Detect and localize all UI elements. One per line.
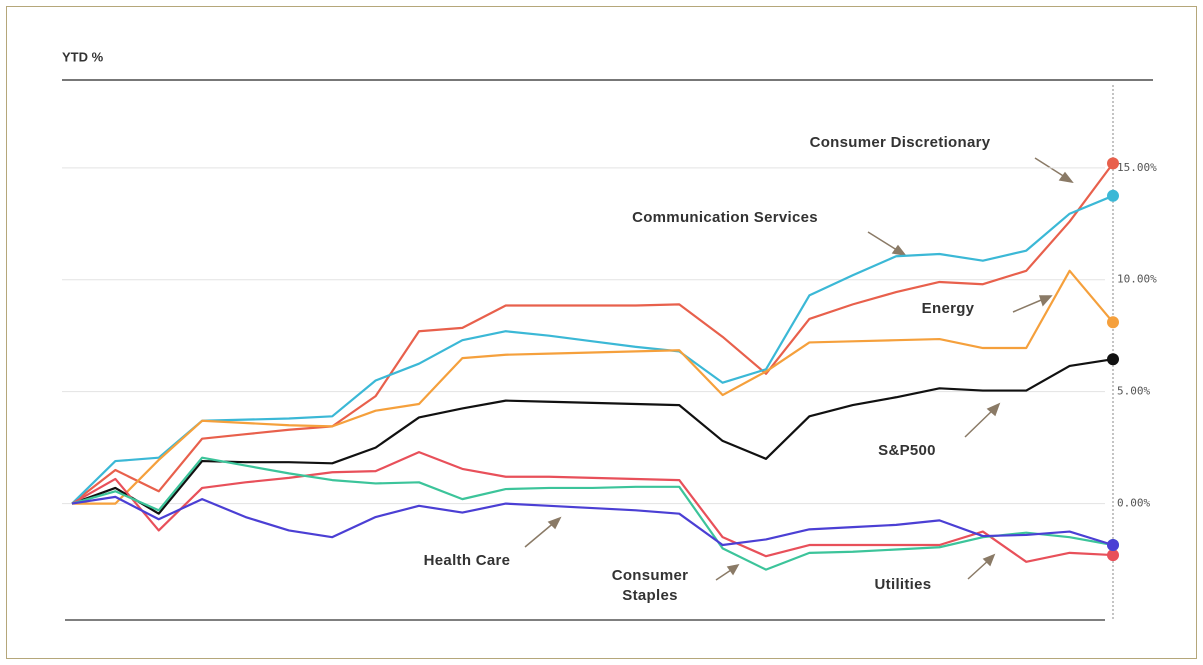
annotation: Consumer Staples (611, 567, 689, 604)
annotation: S&P500 (878, 442, 936, 459)
annotation: Consumer Discretionary (809, 134, 991, 151)
end-marker (1107, 157, 1119, 170)
annotation: Health Care (423, 552, 511, 569)
y-tick-label: 5.00% (1117, 385, 1150, 398)
annotation: Communication Services (632, 209, 818, 226)
annotation: Utilities (874, 576, 932, 593)
end-marker (1107, 539, 1119, 552)
end-marker (1107, 189, 1119, 202)
series-line (71, 495, 1114, 547)
end-marker (1107, 316, 1119, 329)
series-line (71, 194, 1114, 505)
annotation: Energy (921, 300, 975, 317)
end-marker (1107, 549, 1119, 562)
chart-title: YTD % (62, 49, 104, 64)
series-line (71, 456, 1114, 571)
end-marker (1107, 353, 1119, 366)
series-line (72, 269, 1114, 505)
series-line (71, 358, 1114, 515)
y-tick-label: 15.00% (1117, 161, 1157, 174)
arrows (524, 157, 1074, 581)
frame (6, 6, 1197, 659)
y-tick-label: 10.00% (1117, 273, 1157, 286)
y-tick-label: 0.00% (1117, 497, 1150, 510)
series-line (71, 451, 1114, 563)
series-line (71, 162, 1114, 505)
